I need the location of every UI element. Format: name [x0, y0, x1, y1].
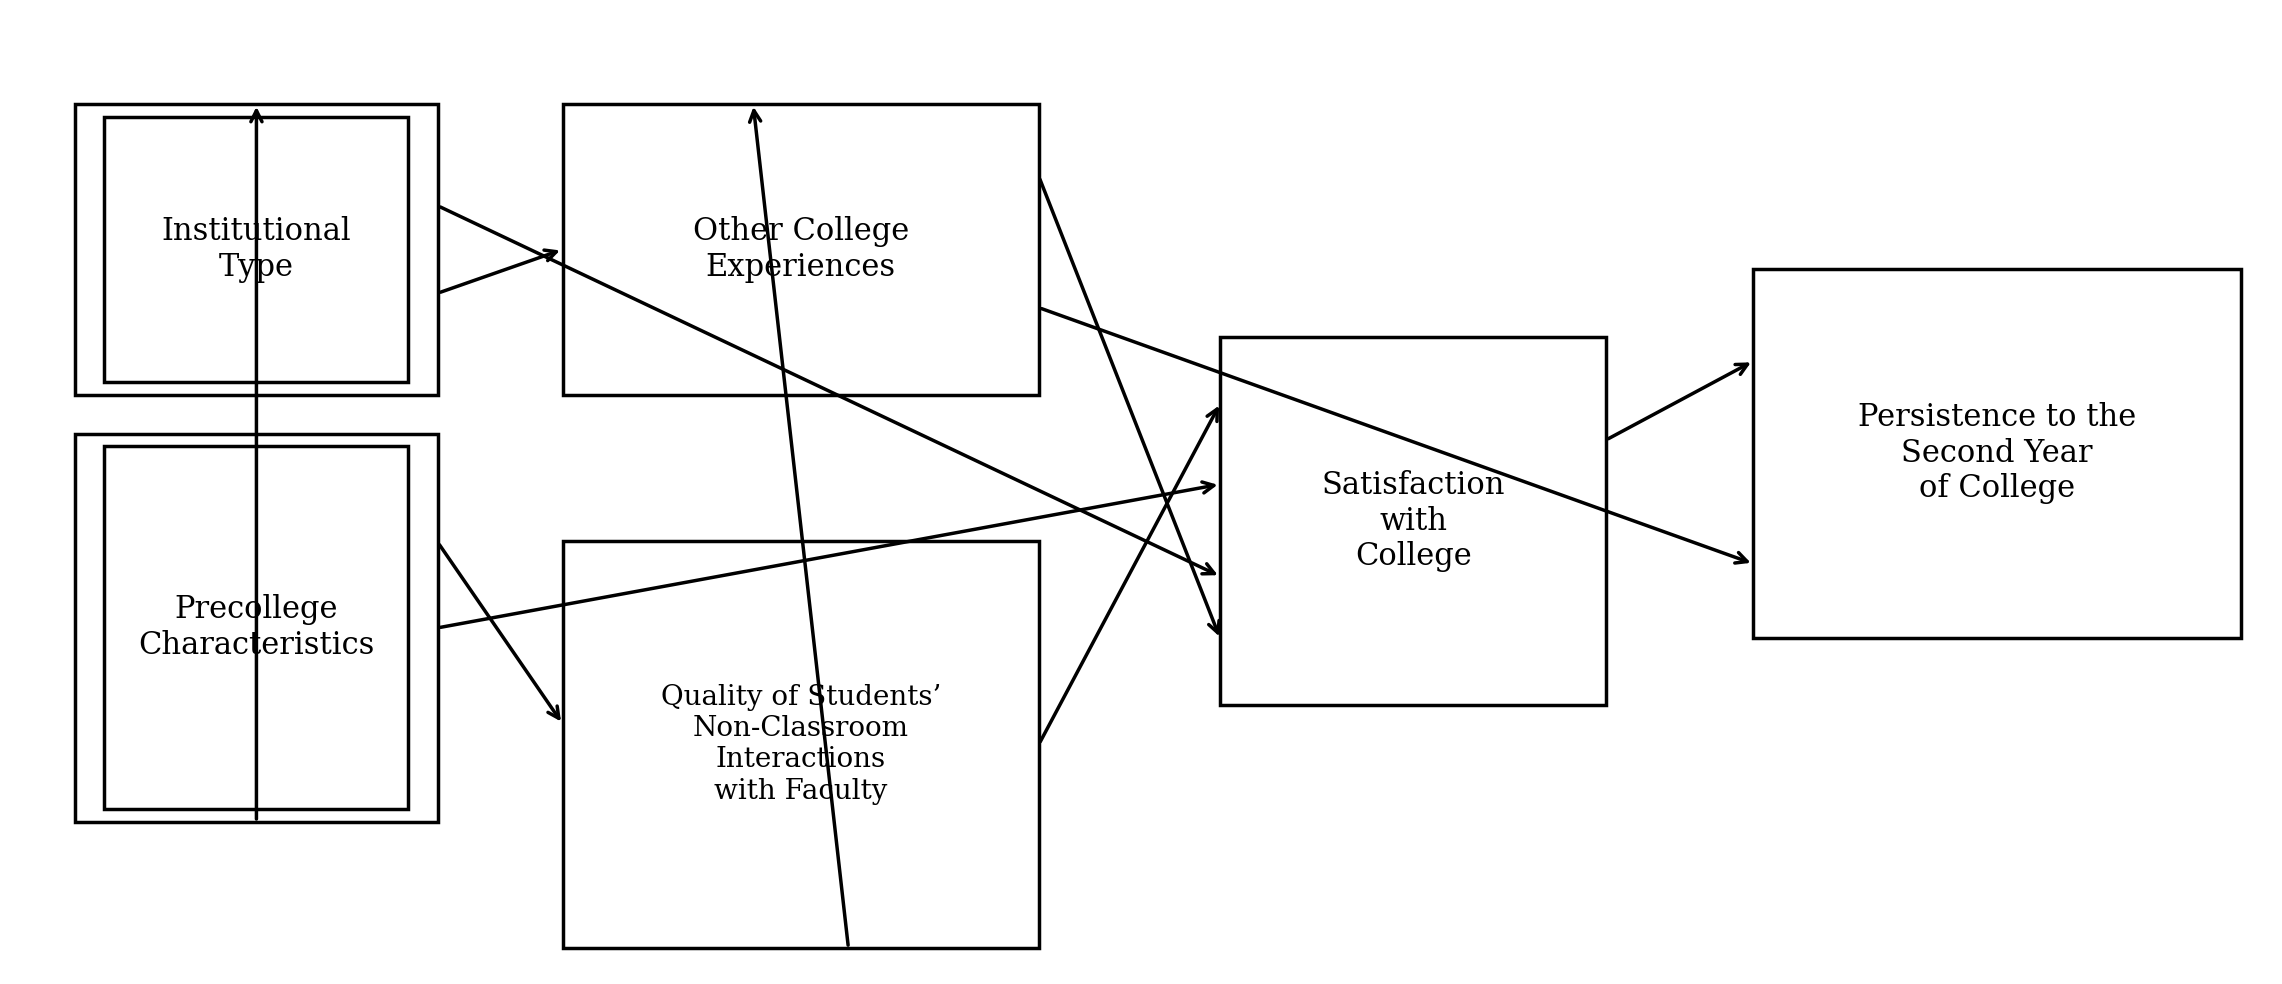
Bar — [105, 447, 408, 809]
Text: Quality of Students’
Non-Classroom
Interactions
with Faculty: Quality of Students’ Non-Classroom Inter… — [659, 684, 940, 805]
Text: Other College
Experiences: Other College Experiences — [694, 216, 908, 282]
Bar — [564, 104, 1038, 395]
Bar — [1753, 269, 2241, 638]
Text: Institutional
Type: Institutional Type — [162, 216, 351, 282]
Text: Persistence to the
Second Year
of College: Persistence to the Second Year of Colleg… — [1858, 401, 2136, 505]
Text: Precollege
Characteristics: Precollege Characteristics — [139, 594, 374, 661]
Bar — [564, 540, 1038, 948]
Bar — [75, 434, 438, 822]
Bar — [75, 104, 438, 395]
Bar — [105, 116, 408, 383]
Text: Satisfaction
with
College: Satisfaction with College — [1321, 469, 1504, 573]
Bar — [1221, 337, 1607, 706]
